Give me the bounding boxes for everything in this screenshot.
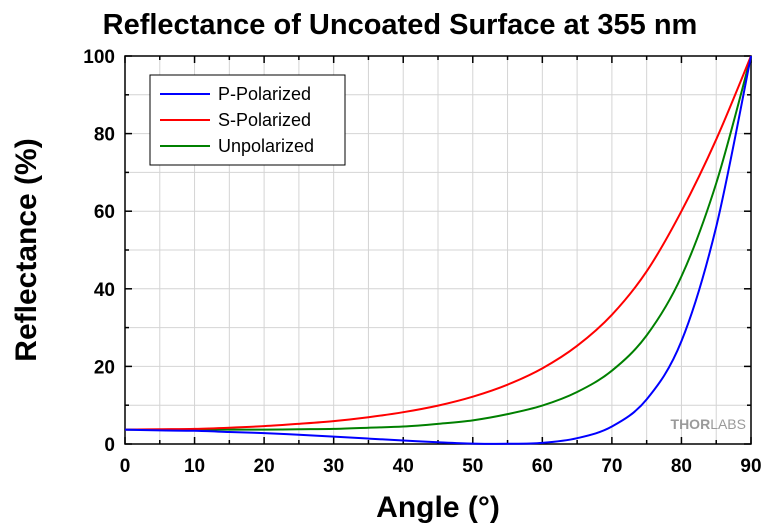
legend: P-Polarized S-Polarized Unpolarized	[149, 74, 346, 166]
thorlabs-watermark: THORLABS	[671, 416, 746, 432]
y-tick-label: 100	[83, 47, 115, 68]
y-tick-label: 0	[104, 435, 115, 456]
x-tick-label: 50	[462, 456, 483, 477]
y-tick-label: 40	[94, 280, 115, 301]
legend-label-p: P-Polarized	[218, 84, 311, 104]
series-line-p-polarized	[124, 55, 752, 445]
axis-ticks	[124, 55, 752, 445]
x-tick-label: 90	[740, 456, 761, 477]
series-lines	[124, 55, 752, 445]
x-tick-label: 0	[120, 456, 131, 477]
x-tick-label: 20	[254, 456, 275, 477]
y-tick-label: 80	[94, 125, 115, 146]
y-tick-labels: 0 20 40 60 80 100	[83, 47, 115, 456]
y-tick-label: 20	[94, 357, 115, 378]
y-tick-label: 60	[94, 202, 115, 223]
x-tick-label: 10	[184, 456, 205, 477]
y-axis-label: Reflectance (%)	[10, 138, 43, 361]
x-tick-label: 70	[601, 456, 622, 477]
x-tick-labels: 0 10 20 30 40 50 60 70 80 90	[120, 456, 762, 477]
x-tick-label: 40	[393, 456, 414, 477]
x-axis-label: Angle (°)	[376, 491, 500, 524]
chart-title: Reflectance of Uncoated Surface at 355 n…	[103, 9, 698, 41]
legend-label-unpol: Unpolarized	[218, 136, 314, 156]
x-tick-label: 30	[323, 456, 344, 477]
series-line-unpolarized	[125, 55, 752, 431]
legend-label-s: S-Polarized	[218, 110, 311, 130]
series-line-s-polarized	[124, 55, 752, 431]
x-tick-label: 60	[532, 456, 553, 477]
x-tick-label: 80	[671, 456, 692, 477]
